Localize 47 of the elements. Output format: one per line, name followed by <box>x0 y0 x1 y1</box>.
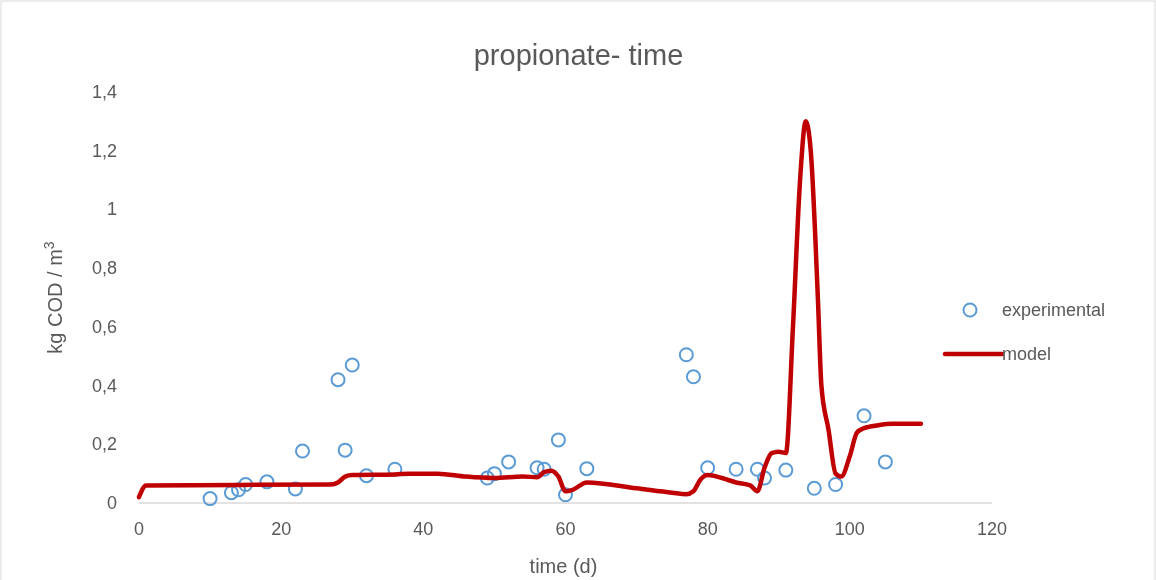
point <box>358 468 374 484</box>
point <box>501 454 517 470</box>
point <box>685 369 701 385</box>
point <box>238 477 254 493</box>
y-tick-label: 0,2 <box>91 434 117 455</box>
point <box>259 474 275 490</box>
legend-label: experimental <box>1002 300 1106 320</box>
point <box>877 454 893 470</box>
point <box>479 470 495 486</box>
legend-label: model <box>1002 344 1052 364</box>
x-tick-label: 60 <box>555 519 576 539</box>
x-tick-label: 0 <box>133 519 145 539</box>
point <box>558 487 573 503</box>
point <box>678 347 694 363</box>
y-tick-label: 1 <box>106 199 117 220</box>
point <box>806 480 822 496</box>
point <box>344 357 360 373</box>
point <box>223 485 239 501</box>
point <box>202 491 218 507</box>
point <box>294 443 310 459</box>
chart-title: propionate- time <box>473 39 684 71</box>
x-tick-label: 20 <box>271 519 292 539</box>
point <box>579 461 595 477</box>
point <box>486 466 502 482</box>
x-tick-label: 120 <box>976 519 1008 539</box>
y-tick-label: 0,4 <box>91 375 117 396</box>
x-tick-label: 40 <box>413 519 434 539</box>
y-tick-label: 1,4 <box>91 82 117 102</box>
x-axis-title: time (d) <box>529 555 598 577</box>
point <box>778 462 794 478</box>
point <box>728 461 744 477</box>
y-tick-label: 0,6 <box>91 316 117 337</box>
point <box>536 461 552 477</box>
point <box>856 408 872 424</box>
point <box>330 372 346 388</box>
point <box>757 470 773 486</box>
point <box>550 432 566 448</box>
point <box>529 460 545 476</box>
point <box>700 460 716 476</box>
y-tick-label: 1,2 <box>91 140 117 161</box>
point <box>231 482 247 498</box>
y-tick-label: 0,8 <box>91 258 117 279</box>
point <box>828 477 844 493</box>
y-tick-label: 0 <box>106 493 117 513</box>
x-tick-label: 80 <box>697 519 718 539</box>
point <box>337 442 353 458</box>
x-tick-label: 100 <box>834 519 865 539</box>
